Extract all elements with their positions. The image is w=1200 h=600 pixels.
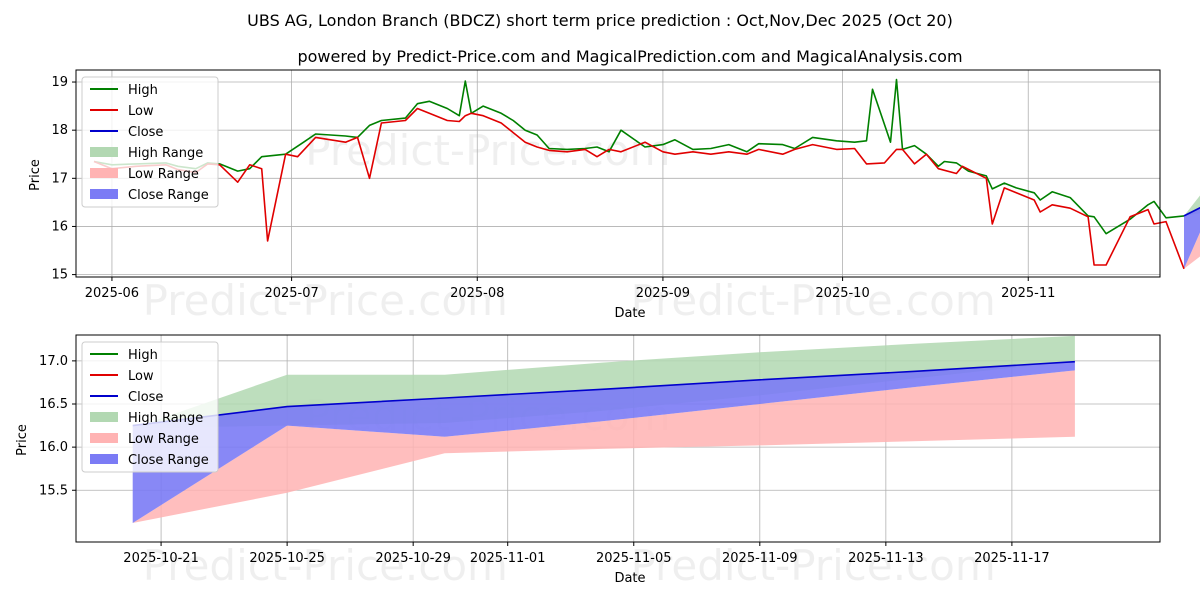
legend-label-low: Low <box>128 104 154 119</box>
xtick-label: 2025-10-21 <box>123 551 199 566</box>
legend-swatch-close-range <box>90 454 118 464</box>
legend-label-low-range: Low Range <box>128 167 199 182</box>
low-series-line <box>93 107 1185 270</box>
legend-label-close: Close <box>128 125 163 140</box>
high-series-line <box>93 78 1185 235</box>
legend-label-close-range: Close Range <box>128 188 209 203</box>
watermark-text: Predict-Price.com <box>143 276 508 325</box>
legend-label-low-range: Low Range <box>128 432 199 447</box>
legend-swatch-low-range <box>90 433 118 443</box>
xtick-label: 2025-11-17 <box>974 551 1050 566</box>
legend-label-high-range: High Range <box>128 146 203 161</box>
ytick-label: 19 <box>51 75 68 90</box>
xtick-label: 2025-06 <box>85 286 139 301</box>
forecast-axes: Predict-Price.comPredict-Price.comPredic… <box>15 334 1161 590</box>
watermark-text: Predict-Price.com <box>630 541 995 590</box>
xtick-label: 2025-09 <box>636 286 690 301</box>
legend-label-high: High <box>128 348 158 363</box>
chart-title: UBS AG, London Branch (BDCZ) short term … <box>247 11 953 30</box>
ytick-label: 16 <box>51 219 68 234</box>
low-range-band <box>132 370 1075 523</box>
legend-label-close: Close <box>128 390 163 405</box>
ytick-label: 17.0 <box>39 354 68 369</box>
ytick-label: 15.5 <box>39 483 68 498</box>
xtick-label: 2025-11-01 <box>470 551 546 566</box>
forecast-ylabel: Price <box>15 424 30 456</box>
history-plot-frame <box>75 69 1161 278</box>
forecast-xlabel: Date <box>614 571 645 586</box>
legend-swatch-high-range <box>90 412 118 422</box>
close-forecast-line <box>132 360 1075 427</box>
xtick-label: 2025-10-25 <box>249 551 325 566</box>
xtick-label: 2025-10-29 <box>375 551 451 566</box>
xtick-label: 2025-11 <box>1001 286 1055 301</box>
legend-swatch-high-range <box>90 147 118 157</box>
xtick-label: 2025-11-09 <box>722 551 798 566</box>
ytick-label: 17 <box>51 171 68 186</box>
legend-label-high: High <box>128 83 158 98</box>
ytick-label: 15 <box>51 268 68 283</box>
watermark-text: Predict-Price.com <box>630 276 995 325</box>
legend-swatch-low-range <box>90 168 118 178</box>
forecast-legend: High Low Close High Range Low Range Close Ran… <box>81 341 219 473</box>
ytick-label: 16.0 <box>39 440 68 455</box>
xtick-label: 2025-11-05 <box>596 551 672 566</box>
ytick-label: 16.5 <box>39 397 68 412</box>
legend-label-high-range: High Range <box>128 411 203 426</box>
watermark-text: Predict-Price.com <box>143 541 508 590</box>
xtick-label: 2025-07 <box>264 286 318 301</box>
chart-subtitle: powered by Predict-Price.com and Magical… <box>297 47 962 66</box>
history-legend: High Low Close High Range Low Range Close Ran… <box>81 76 219 208</box>
close-range-band <box>132 361 1075 523</box>
legend-swatch-close-range <box>90 189 118 199</box>
low-range-band <box>1184 232 1200 269</box>
ytick-label: 18 <box>51 123 68 138</box>
history-ylabel: Price <box>28 159 43 191</box>
forecast-plot-frame <box>75 334 1161 543</box>
xtick-label: 2025-10 <box>815 286 869 301</box>
xtick-label: 2025-11-13 <box>848 551 924 566</box>
legend-label-close-range: Close Range <box>128 453 209 468</box>
history-xlabel: Date <box>614 306 645 321</box>
legend-label-low: Low <box>128 369 154 384</box>
close-range-band <box>1184 207 1200 269</box>
xtick-label: 2025-08 <box>450 286 504 301</box>
